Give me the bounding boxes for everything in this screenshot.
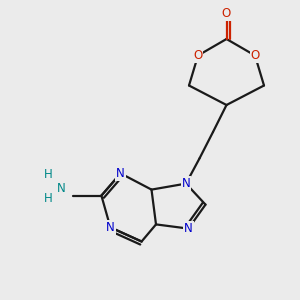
Text: O: O [250,49,260,62]
Text: O: O [194,49,202,62]
Text: N: N [116,167,125,180]
Text: H: H [44,192,53,205]
Text: N: N [57,182,66,195]
Text: H: H [44,168,53,181]
Text: O: O [222,7,231,20]
Text: N: N [184,222,193,235]
Text: N: N [182,177,190,190]
Text: N: N [106,221,115,234]
